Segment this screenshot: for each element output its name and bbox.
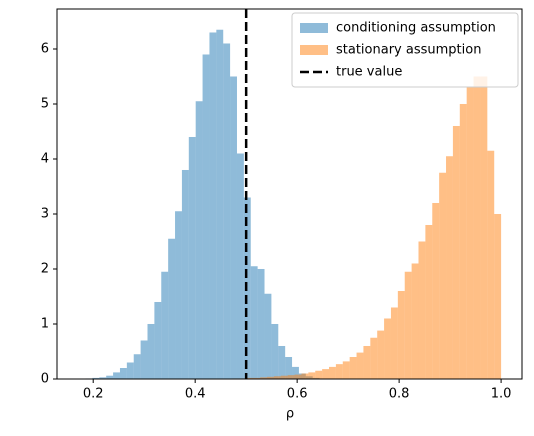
histogram-bar [329,367,336,379]
histogram-bar [175,211,182,379]
histogram-bar [278,346,285,379]
x-tick-label: 1.0 [491,387,512,402]
histogram-bar [494,214,501,379]
histogram-bar [370,338,377,379]
histogram-bar [418,241,425,379]
histogram-bar [480,76,487,379]
histogram-bar [301,373,308,379]
x-axis-label: ρ [286,407,294,422]
histogram-bar [467,87,474,379]
histogram-bar [148,324,155,379]
histogram-bar [377,331,384,379]
histogram-bar [391,307,398,379]
histogram-bar [189,137,196,379]
y-tick-label: 0 [41,372,49,387]
histogram-bar [141,340,148,379]
histogram-bar [405,272,412,379]
legend-label: true value [336,65,402,80]
histogram-bar [251,266,258,379]
legend-swatch [300,23,328,33]
histogram-bar [322,369,329,379]
histogram-bar [182,170,189,379]
histogram-bar [237,153,244,379]
histogram-bar [460,104,467,379]
histogram-bar [453,126,460,379]
legend-label: stationary assumption [336,43,481,58]
histogram-bar [357,353,364,379]
histogram-bar [308,372,315,379]
histogram-bar [258,269,265,379]
histogram-bar [223,43,230,379]
histogram-bar [336,364,343,379]
x-tick-label: 0.6 [287,387,308,402]
histogram-bar [168,239,175,379]
histogram-bar [127,362,134,379]
histogram-bar [412,263,419,379]
histogram-bar [384,318,391,379]
histogram-bar [271,324,278,379]
y-tick-label: 3 [41,206,49,221]
y-tick-label: 4 [41,151,49,166]
histogram-bar [432,203,439,379]
histogram-bar [425,225,432,379]
histogram-bar [120,368,127,379]
histogram-bar [161,272,168,379]
histogram-bar [398,291,405,379]
legend-label: conditioning assumption [336,21,496,36]
y-tick-label: 2 [41,261,49,276]
histogram-bar [113,372,120,379]
y-tick-label: 1 [41,316,49,331]
histogram-bar [315,371,322,379]
y-tick-label: 6 [41,41,49,56]
x-tick-label: 0.4 [185,387,206,402]
histogram-bar [154,302,161,379]
histogram-bar [439,173,446,379]
histogram-bar [295,375,302,379]
histogram-bar [350,357,357,379]
x-tick-label: 0.8 [389,387,410,402]
histogram-bar [288,375,295,379]
y-tick-label: 5 [41,96,49,111]
legend-swatch [300,45,328,55]
histogram-bar [446,156,453,379]
histogram-bar [487,151,494,379]
histogram-bar [474,76,481,379]
histogram-bar [216,30,223,379]
histogram-bar [209,32,216,379]
x-tick-label: 0.2 [83,387,104,402]
histogram-bar [230,76,237,379]
histogram-bar [203,54,210,379]
histogram-bar [196,101,203,379]
histogram-bar [265,294,272,379]
histogram-bar [363,346,370,379]
histogram-bar [134,354,141,379]
histogram-bar [343,361,350,379]
